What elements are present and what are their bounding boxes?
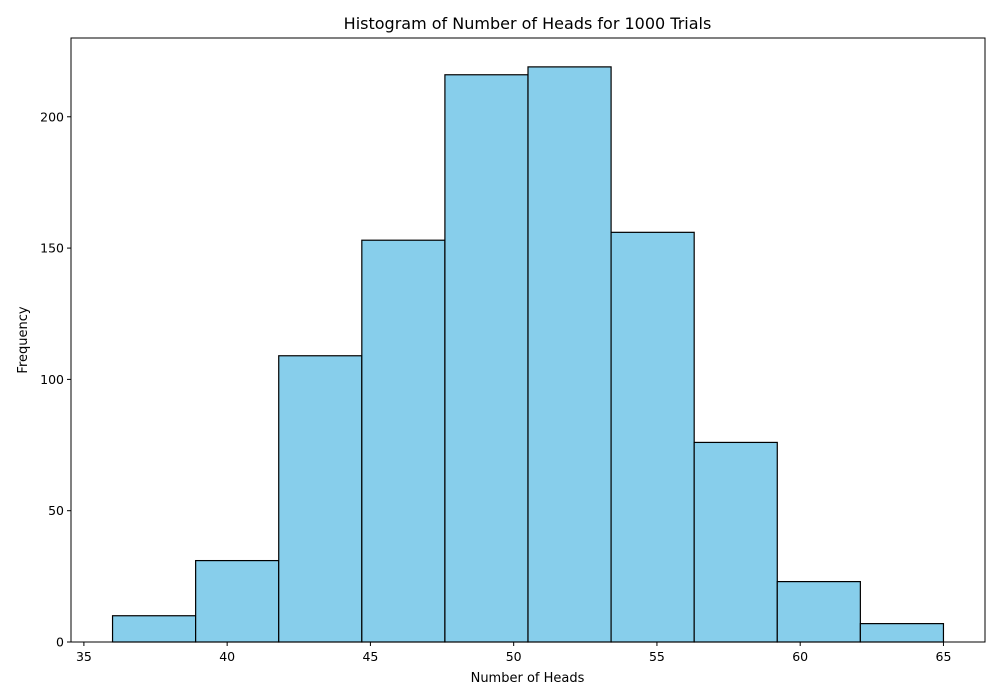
y-tick-label: 50 xyxy=(48,503,64,518)
histogram-bar-0 xyxy=(111,615,197,643)
y-tick-label: 200 xyxy=(40,109,64,124)
histogram-bar-4 xyxy=(444,74,529,643)
x-tick-label: 40 xyxy=(219,649,235,664)
histogram-bar-5 xyxy=(527,66,612,643)
histogram-bar-3 xyxy=(361,239,446,643)
y-tick-label: 150 xyxy=(40,241,64,256)
histogram-bar-1 xyxy=(195,559,280,643)
histogram-bar-9 xyxy=(859,623,945,643)
x-ticks: 35 40 45 50 55 60 65 xyxy=(76,642,951,664)
y-tick-label: 0 xyxy=(56,635,64,650)
histogram-bar-7 xyxy=(693,441,778,643)
x-tick-label: 45 xyxy=(362,649,378,664)
x-tick-label: 50 xyxy=(506,649,522,664)
bars-layer xyxy=(111,66,945,643)
x-tick-label: 55 xyxy=(649,649,665,664)
plot-frame xyxy=(70,37,986,643)
y-tick-label: 100 xyxy=(40,372,64,387)
x-tick-label: 35 xyxy=(76,649,92,664)
y-ticks: 0 50 100 150 200 xyxy=(40,109,71,650)
histogram-bar-8 xyxy=(776,580,861,643)
x-tick-label: 60 xyxy=(792,649,808,664)
x-axis-label: Number of Heads xyxy=(471,671,585,686)
x-tick-label: 65 xyxy=(936,649,952,664)
histogram-bar-2 xyxy=(278,355,363,643)
chart-title: Histogram of Number of Heads for 1000 Tr… xyxy=(344,14,712,33)
y-axis-label: Frequency xyxy=(16,306,31,373)
histogram-bar-6 xyxy=(610,231,695,643)
